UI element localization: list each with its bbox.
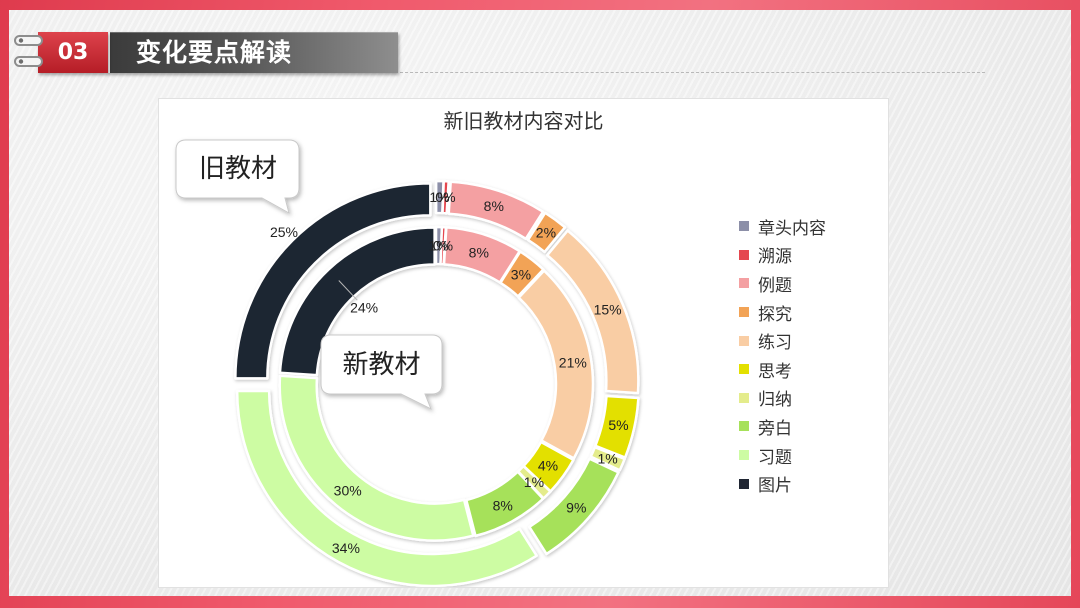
outer-ring-segment-3 [526, 211, 567, 254]
inner-ring-data-label-5: 4% [538, 457, 558, 473]
leader-lines [338, 280, 358, 301]
outer-ring-segment-7 [528, 457, 620, 556]
inner-ring-segment-4 [517, 269, 595, 460]
legend-swatch [739, 335, 749, 346]
legend-item: 探究 [739, 298, 826, 327]
inner-ring-segment-8 [278, 374, 475, 542]
legend-swatch [739, 221, 749, 232]
legend-swatch [739, 307, 749, 318]
binder-ring-icon [14, 35, 43, 46]
outer-ring-segment-6 [589, 445, 626, 472]
legend-swatch [739, 478, 749, 489]
outer-ring-data-label-1: 0% [435, 189, 455, 205]
outer-ring-segment-9 [234, 182, 432, 380]
outer-ring-data-label-4: 15% [594, 302, 622, 318]
legend-swatch [739, 278, 749, 289]
outer-ring-data-label-7: 9% [566, 500, 586, 516]
double-donut-chart: 1%0%8%2%15%5%1%9%34%25%1%0% 8%3%21%4%1%8%… [175, 139, 640, 587]
binder-ring-icon [14, 56, 43, 67]
legend-label: 习题 [758, 447, 792, 468]
inner-ring-data-label-9: 24% [350, 300, 378, 316]
legend-item: 旁白 [739, 412, 826, 441]
outer-ring-segment-1 [441, 179, 450, 215]
legend-label: 旁白 [758, 418, 792, 439]
legend-label: 探究 [758, 304, 792, 325]
inner-ring-segment-7 [465, 470, 545, 538]
legend-item: 习题 [739, 441, 826, 470]
inner-ring-data-label-4: 21% [559, 354, 587, 370]
legend-label: 溯源 [758, 247, 792, 268]
legend-swatch [739, 392, 749, 403]
outer-ring-data-label-9: 25% [270, 224, 298, 240]
old-textbook-bubble [175, 139, 300, 215]
section-title: 变化要点解读 [108, 32, 398, 73]
inner-ring-data-label-0: 1% [428, 238, 448, 254]
legend-swatch [739, 450, 749, 461]
binder-rings [14, 35, 43, 67]
data-labels: 1%0%8%2%15%5%1%9%34%25%1%0% 8%3%21%4%1%8%… [270, 189, 629, 556]
inner-ring-segment-9 [278, 226, 436, 377]
outer-ring-segment-8 [235, 389, 538, 587]
legend-item: 思考 [739, 355, 826, 384]
outer-ring-data-label-3: 2% [536, 225, 556, 241]
legend-label: 思考 [758, 361, 792, 382]
old-textbook-callout: 旧教材 [175, 139, 300, 215]
inner-ring-data-label-7: 8% [493, 497, 513, 513]
new-textbook-callout: 新教材 [320, 334, 443, 411]
inner-ring-segment-3 [499, 250, 545, 298]
outer-ring-data-label-0: 1% [429, 189, 449, 205]
legend-label: 练习 [758, 333, 792, 354]
legend-item: 图片 [739, 469, 826, 498]
legend-label: 归纳 [758, 390, 792, 411]
legend-item: 归纳 [739, 384, 826, 413]
chart-title: 新旧教材内容对比 [443, 109, 604, 133]
legend-item: 溯源 [739, 241, 826, 270]
legend-label: 图片 [758, 476, 792, 497]
section-number-badge: 03 [38, 32, 108, 73]
legend-swatch [739, 421, 749, 432]
chart-panel: 新旧教材内容对比 1% 0% 8% 2% 15% 5% 1% 9% 34% 25% 1% 0% 8% 3%… [158, 98, 889, 588]
legend-item: 例题 [739, 269, 826, 298]
legend-swatch [739, 249, 749, 260]
legend-swatch [739, 364, 749, 375]
inner-ring-data-label-2: 8% [469, 244, 489, 260]
inner-ring-data-label-8: 30% [334, 483, 362, 499]
outer-ring-data-label-6: 1% [597, 450, 617, 466]
outer-ring-data-label-5: 5% [608, 417, 628, 433]
outer-ring-data-label-2: 8% [484, 198, 504, 214]
header-divider [400, 72, 985, 73]
legend-label: 章头内容 [758, 218, 826, 239]
inner-ring-data-label-6: 1% [524, 474, 544, 490]
inner-ring-data-label-3: 3% [511, 267, 531, 283]
outer-ring-data-label-8: 34% [332, 540, 360, 556]
new-textbook-label: 新教材 [342, 350, 420, 380]
inner-ring-data-label-1: 0% [433, 238, 453, 254]
old-textbook-label: 旧教材 [199, 154, 277, 184]
donut-rings [234, 179, 640, 587]
legend-item: 练习 [739, 326, 826, 355]
outer-ring-segment-2 [447, 180, 545, 241]
chart-legend: 章头内容溯源例题探究练习思考归纳旁白习题图片 [739, 212, 826, 498]
legend-label: 例题 [758, 275, 792, 296]
new-textbook-bubble [320, 334, 443, 411]
outer-ring-segment-5 [594, 394, 640, 459]
inner-ring-leader-line-9 [338, 280, 358, 301]
legend-item: 章头内容 [739, 212, 826, 241]
outer-ring-segment-4 [545, 229, 640, 395]
